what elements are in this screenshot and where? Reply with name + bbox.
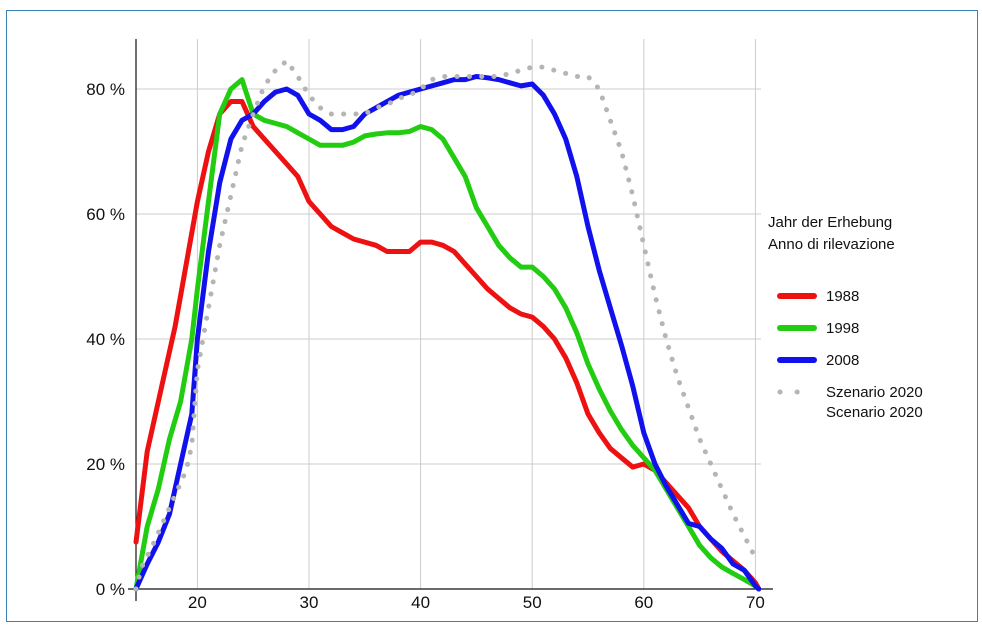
x-axis-ticks: 20 30 40 50 60 70 [188,593,765,612]
series-line-2008 [133,74,762,592]
y-tick-label: 60 % [86,205,125,224]
grid [136,39,761,589]
legend-label: 2008 [826,352,859,369]
line-chart: 20 30 40 50 60 70 0 % 20 % 40 % 60 % 80 % Jahr de… [86,39,923,612]
x-tick-label: 70 [746,593,765,612]
legend-label: 1998 [826,320,859,337]
axes [128,39,773,601]
series-line-1988 [133,99,762,592]
legend-label: Szenario 2020 [826,384,923,401]
x-tick-label: 30 [300,593,319,612]
y-tick-label: 20 % [86,455,125,474]
legend-title: Jahr der Erhebung [768,214,892,231]
chart-frame: 20 30 40 50 60 70 0 % 20 % 40 % 60 % 80 % Jahr de… [6,10,978,622]
legend-label: Scenario 2020 [826,404,923,421]
y-axis-ticks: 0 % 20 % 40 % 60 % 80 % [86,80,125,599]
x-tick-label: 60 [634,593,653,612]
x-tick-label: 40 [411,593,430,612]
y-tick-label: 80 % [86,80,125,99]
y-tick-label: 0 % [96,580,125,599]
legend-title: Anno di rilevazione [768,236,895,253]
series-group [133,57,762,592]
series-line-szenario [133,57,758,592]
legend-label: 1988 [826,288,859,305]
y-tick-label: 40 % [86,330,125,349]
x-tick-label: 20 [188,593,207,612]
legend: Jahr der Erhebung Anno di rilevazione 1988… [768,214,923,421]
x-tick-label: 50 [523,593,542,612]
